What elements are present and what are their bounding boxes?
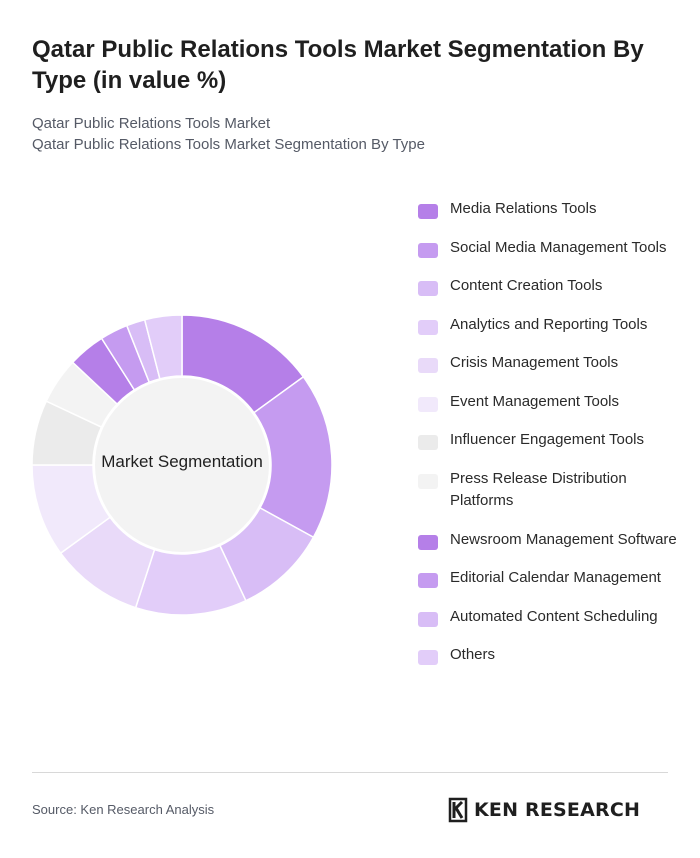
- legend-label: Automated Content Scheduling: [450, 607, 658, 625]
- legend-item[interactable]: Social Media Management Tools: [418, 237, 683, 260]
- legend-label: Content Creation Tools: [450, 277, 603, 294]
- legend-item[interactable]: Event Management Tools: [418, 391, 683, 414]
- legend-item[interactable]: Automated Content Scheduling: [418, 606, 683, 629]
- legend-item[interactable]: Influencer Engagement Tools: [418, 429, 683, 452]
- legend-item[interactable]: Crisis Management Tools: [418, 352, 683, 375]
- legend-label: Influencer Engagement Tools: [450, 431, 645, 448]
- source-note: Source: Ken Research Analysis: [32, 802, 215, 817]
- subtitle-line-1: Qatar Public Relations Tools Market: [32, 115, 271, 132]
- legend-swatch: [418, 573, 438, 588]
- legend-item[interactable]: Press Release Distribution Platforms: [418, 468, 683, 513]
- legend-swatch: [418, 473, 438, 489]
- legend-item[interactable]: Media Relations Tools: [418, 198, 683, 221]
- legend-label: Analytics and Reporting Tools: [450, 315, 648, 333]
- donut-chart: Market Segmentation: [0, 290, 364, 640]
- legend-swatch: [418, 611, 438, 627]
- donut-center-label: Market Segmentation: [101, 452, 263, 471]
- legend-label: Media Relations Tools: [450, 200, 597, 217]
- legend-swatch: [418, 319, 438, 335]
- legend-item[interactable]: Editorial Calendar Management: [418, 567, 683, 590]
- donut-center: [95, 378, 269, 552]
- legend-swatch: [418, 204, 438, 219]
- chart-legend: Media Relations Tools Social Media Manage…: [418, 198, 683, 683]
- brand-block: KEN RESEARCH: [448, 796, 640, 824]
- donut-slice-12[interactable]: [143, 314, 183, 380]
- legend-label: Editorial Calendar Management: [450, 569, 661, 586]
- legend-label: Crisis Management Tools: [450, 354, 619, 371]
- brand-name: KEN RESEARCH: [474, 799, 641, 821]
- legend-swatch: [418, 650, 438, 665]
- legend-swatch: [418, 435, 438, 450]
- chart-title: Qatar Public Relations Tools Market Segm…: [32, 36, 644, 94]
- legend-swatch: [418, 358, 438, 373]
- subtitle-line-2: Qatar Public Relations Tools Market Segm…: [32, 136, 425, 153]
- legend-item[interactable]: Others: [418, 644, 683, 667]
- ken-research-logo-icon: [448, 797, 468, 823]
- legend-swatch: [418, 534, 438, 550]
- legend-swatch: [418, 281, 438, 296]
- legend-item[interactable]: Content Creation Tools: [418, 275, 683, 298]
- legend-label: Press Release Distribution Platforms: [450, 469, 627, 510]
- footer-divider: [32, 772, 668, 773]
- legend-item[interactable]: Analytics and Reporting Tools: [418, 314, 683, 337]
- chart-subtitle: Qatar Public Relations Tools Market Qata…: [32, 113, 672, 155]
- legend-label: Event Management Tools: [450, 392, 619, 410]
- legend-swatch: [418, 242, 438, 258]
- donut-svg: [31, 314, 333, 616]
- legend-label: Newsroom Management Software: [450, 530, 677, 548]
- legend-label: Others: [450, 646, 496, 663]
- legend-swatch: [418, 396, 438, 412]
- legend-item[interactable]: Newsroom Management Software: [418, 529, 683, 552]
- legend-label: Social Media Management Tools: [450, 238, 667, 256]
